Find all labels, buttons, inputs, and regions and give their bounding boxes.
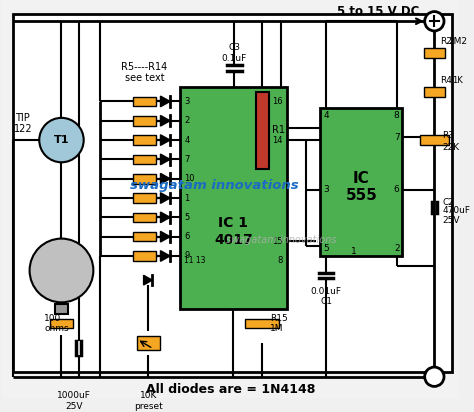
Text: 8: 8 <box>277 256 283 265</box>
Text: 470uF
25V: 470uF 25V <box>442 206 470 225</box>
Bar <box>137 336 160 350</box>
Text: 2: 2 <box>394 244 400 253</box>
Text: 8: 8 <box>394 111 400 120</box>
Bar <box>133 232 156 241</box>
Bar <box>13 14 452 372</box>
Polygon shape <box>161 212 170 222</box>
Text: 3: 3 <box>184 97 190 106</box>
Text: R3: R3 <box>442 131 454 140</box>
Bar <box>133 251 156 261</box>
Text: 1: 1 <box>184 194 190 203</box>
Bar <box>133 213 156 222</box>
Text: 4: 4 <box>323 111 329 120</box>
Text: R4: R4 <box>440 76 452 85</box>
Text: 5 to 15 V DC: 5 to 15 V DC <box>337 5 419 18</box>
Text: T1: T1 <box>54 135 69 145</box>
Bar <box>133 135 156 145</box>
Text: 1: 1 <box>351 247 356 256</box>
Text: 22K: 22K <box>442 143 459 152</box>
Text: 5: 5 <box>184 213 190 222</box>
Text: 100
ohms: 100 ohms <box>44 314 69 333</box>
Text: 11 13: 11 13 <box>184 256 206 265</box>
Text: swagatam innovations: swagatam innovations <box>130 179 299 192</box>
Text: 9: 9 <box>184 251 190 260</box>
Text: R2: R2 <box>440 37 452 46</box>
Text: 2M2: 2M2 <box>448 37 467 46</box>
Bar <box>133 174 156 183</box>
Circle shape <box>425 12 444 31</box>
Bar <box>180 87 287 309</box>
Text: 2: 2 <box>184 116 190 125</box>
Text: 3: 3 <box>323 185 329 194</box>
Polygon shape <box>161 232 170 242</box>
Text: All diodes are = 1N4148: All diodes are = 1N4148 <box>146 383 315 396</box>
Bar <box>133 116 156 126</box>
Polygon shape <box>161 250 170 261</box>
Polygon shape <box>161 154 170 165</box>
Circle shape <box>29 239 93 302</box>
Text: R1: R1 <box>272 125 285 136</box>
Circle shape <box>39 118 84 162</box>
Text: 14: 14 <box>272 136 283 145</box>
Text: R5----R14
see text: R5----R14 see text <box>121 62 168 83</box>
Text: 1000uF
25V: 1000uF 25V <box>57 391 91 411</box>
Polygon shape <box>144 275 152 285</box>
Bar <box>133 193 156 203</box>
Text: 10K
preset: 10K preset <box>134 391 163 411</box>
Bar <box>320 108 402 256</box>
Bar <box>420 135 449 145</box>
Text: TIP
122: TIP 122 <box>14 113 32 134</box>
Bar <box>424 48 445 58</box>
Text: R15
1M: R15 1M <box>270 314 288 333</box>
Polygon shape <box>161 193 170 204</box>
Polygon shape <box>161 173 170 184</box>
Text: 4: 4 <box>184 136 190 145</box>
Text: 16: 16 <box>272 97 283 106</box>
Text: 0.01uF
C1: 0.01uF C1 <box>310 287 342 306</box>
Text: 1K: 1K <box>452 76 463 85</box>
Text: C2: C2 <box>442 198 454 207</box>
Text: 7: 7 <box>184 155 190 164</box>
Circle shape <box>425 367 444 386</box>
Text: 5: 5 <box>323 244 329 253</box>
Polygon shape <box>161 96 170 107</box>
Text: IC
555: IC 555 <box>346 171 377 203</box>
Text: IC 1
4017: IC 1 4017 <box>214 216 253 247</box>
Text: 15: 15 <box>272 237 283 246</box>
Polygon shape <box>161 135 170 145</box>
Text: 6: 6 <box>394 185 400 194</box>
Polygon shape <box>161 115 170 126</box>
Text: 10: 10 <box>184 174 195 183</box>
Bar <box>55 304 68 314</box>
Text: 7: 7 <box>394 133 400 142</box>
Bar <box>424 87 445 96</box>
Bar <box>133 96 156 106</box>
Bar <box>50 319 73 328</box>
Bar <box>255 92 269 169</box>
Bar <box>246 319 279 328</box>
Text: swagatam innovations: swagatam innovations <box>227 234 337 245</box>
Text: C3
0.1uF: C3 0.1uF <box>222 43 247 63</box>
Text: 6: 6 <box>184 232 190 241</box>
Bar <box>133 154 156 164</box>
